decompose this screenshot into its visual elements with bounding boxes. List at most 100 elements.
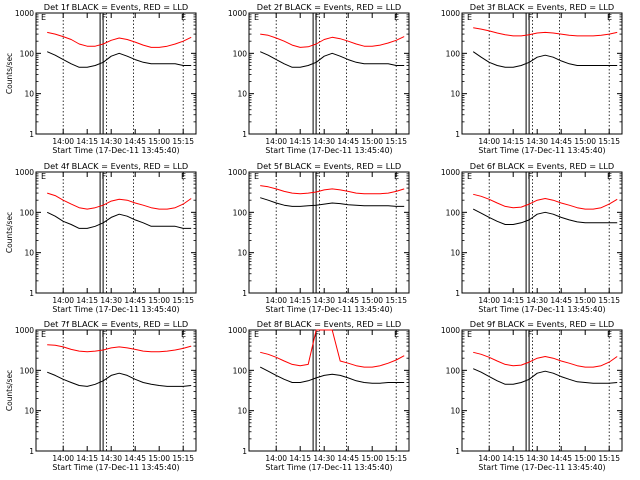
marker-label: E xyxy=(41,330,46,339)
y-tick-label: 1000 xyxy=(441,168,460,177)
chart-title: Det 5f BLACK = Events, RED = LLD xyxy=(257,161,401,171)
chart-panel-7: Det 7f BLACK = Events, RED = LLD Counts/s… xyxy=(5,319,197,472)
y-tick-label: 100 xyxy=(233,208,248,217)
chart-title: Det 1f BLACK = Events, RED = LLD xyxy=(44,2,188,12)
y-tick-label: 10 xyxy=(450,407,460,416)
y-tick-label: 100 xyxy=(446,49,461,58)
plot-frame xyxy=(35,329,197,452)
x-tick-label: 14:30 xyxy=(526,454,548,463)
x-tick-label: 14:15 xyxy=(76,454,98,463)
y-tick-label: 100 xyxy=(20,366,35,375)
y-tick-label: 1000 xyxy=(228,9,247,18)
x-tick-label: 14:00 xyxy=(265,296,287,305)
y-tick-label: 1000 xyxy=(15,326,34,335)
events-series-line xyxy=(46,211,192,229)
x-axis-label: Start Time (17-Dec-11 13:45:40) xyxy=(52,305,179,314)
x-tick-label: 14:00 xyxy=(478,296,500,305)
chart-panel-2: Det 2f BLACK = Events, RED = LLD 1 10 100 10… xyxy=(228,2,410,155)
chart-title: Det 4f BLACK = Events, RED = LLD xyxy=(44,161,188,171)
plot-frame xyxy=(461,329,623,452)
events-series-line xyxy=(46,51,192,68)
y-tick-label: 1 xyxy=(29,447,34,456)
x-tick-label: 15:00 xyxy=(361,137,383,146)
x-tick-label: 14:00 xyxy=(265,137,287,146)
x-tick-label: 14:30 xyxy=(526,137,548,146)
marker-label: F xyxy=(102,172,107,181)
x-axis-label: Start Time (17-Dec-11 13:45:40) xyxy=(52,463,179,472)
y-tick-label: 1000 xyxy=(441,326,460,335)
x-tick-label: 14:45 xyxy=(550,454,572,463)
chart-panel-9: Det 9f BLACK = Events, RED = LLD 1 10 100 10… xyxy=(441,319,623,472)
marker-label: F xyxy=(315,13,320,22)
y-tick-label: 100 xyxy=(20,208,35,217)
marker-label: F xyxy=(528,13,533,22)
lld-series-line xyxy=(47,31,192,48)
chart-title: Det 9f BLACK = Events, RED = LLD xyxy=(470,319,614,329)
x-tick-label: 14:15 xyxy=(289,137,311,146)
lld-series-line xyxy=(473,27,618,37)
y-tick-label: 1 xyxy=(29,130,34,139)
y-tick-label: 10 xyxy=(24,90,34,99)
chart-panel-4: Det 4f BLACK = Events, RED = LLD Counts/s… xyxy=(5,161,197,314)
x-tick-label: 15:00 xyxy=(574,296,596,305)
y-tick-label: 1000 xyxy=(15,168,34,177)
y-tick-label: 1 xyxy=(455,447,460,456)
lld-series-line xyxy=(473,193,618,210)
y-tick-label: 10 xyxy=(24,249,34,258)
x-tick-label: 15:15 xyxy=(598,454,620,463)
y-axis-label: Counts/sec xyxy=(5,370,14,411)
chart-panel-8: Det 8f BLACK = Events, RED = LLD 1 10 100 10… xyxy=(228,319,410,472)
x-tick-label: 14:45 xyxy=(124,296,146,305)
y-tick-label: 1 xyxy=(242,130,247,139)
x-axis-label: Start Time (17-Dec-11 13:45:40) xyxy=(265,146,392,155)
x-tick-label: 14:15 xyxy=(502,137,524,146)
x-tick-label: 14:30 xyxy=(313,137,335,146)
x-tick-label: 14:30 xyxy=(526,296,548,305)
marker-label: E xyxy=(467,13,472,22)
marker-label: F xyxy=(528,330,533,339)
x-axis-label: Start Time (17-Dec-11 13:45:40) xyxy=(478,463,605,472)
plot-frame xyxy=(461,12,623,135)
x-tick-label: 15:15 xyxy=(598,296,620,305)
x-tick-label: 14:00 xyxy=(478,454,500,463)
marker-label: F xyxy=(315,330,320,339)
x-tick-label: 14:15 xyxy=(289,296,311,305)
x-tick-label: 15:00 xyxy=(361,454,383,463)
y-tick-label: 10 xyxy=(237,249,247,258)
y-axis-label: Counts/sec xyxy=(5,212,14,253)
lld-series-line xyxy=(47,344,192,353)
x-axis-label: Start Time (17-Dec-11 13:45:40) xyxy=(478,305,605,314)
x-tick-label: 14:00 xyxy=(52,454,74,463)
y-tick-label: 1 xyxy=(455,130,460,139)
x-tick-label: 14:15 xyxy=(502,454,524,463)
y-tick-label: 1 xyxy=(242,447,247,456)
x-tick-label: 14:45 xyxy=(550,137,572,146)
x-tick-label: 15:15 xyxy=(598,137,620,146)
y-tick-label: 1 xyxy=(455,289,460,298)
marker-label: E xyxy=(41,172,46,181)
events-series-line xyxy=(259,366,405,384)
y-tick-label: 1000 xyxy=(228,168,247,177)
y-tick-label: 1000 xyxy=(441,9,460,18)
x-tick-label: 15:15 xyxy=(385,137,407,146)
chart-title: Det 2f BLACK = Events, RED = LLD xyxy=(257,2,401,12)
x-tick-label: 14:30 xyxy=(100,137,122,146)
y-tick-label: 10 xyxy=(24,407,34,416)
lld-series-line xyxy=(47,192,192,210)
y-tick-label: 1000 xyxy=(15,9,34,18)
events-series-line xyxy=(472,51,618,68)
x-tick-label: 14:30 xyxy=(313,296,335,305)
x-tick-label: 14:00 xyxy=(478,137,500,146)
plot-frame xyxy=(35,171,197,294)
chart-title: Det 8f BLACK = Events, RED = LLD xyxy=(257,319,401,329)
x-axis-label: Start Time (17-Dec-11 13:45:40) xyxy=(52,146,179,155)
x-tick-label: 15:15 xyxy=(385,454,407,463)
y-tick-label: 10 xyxy=(450,90,460,99)
plot-frame xyxy=(248,171,410,294)
x-tick-label: 14:15 xyxy=(76,296,98,305)
y-tick-label: 100 xyxy=(446,366,461,375)
x-tick-label: 14:15 xyxy=(76,137,98,146)
marker-label: F xyxy=(102,330,107,339)
y-tick-label: 10 xyxy=(237,407,247,416)
